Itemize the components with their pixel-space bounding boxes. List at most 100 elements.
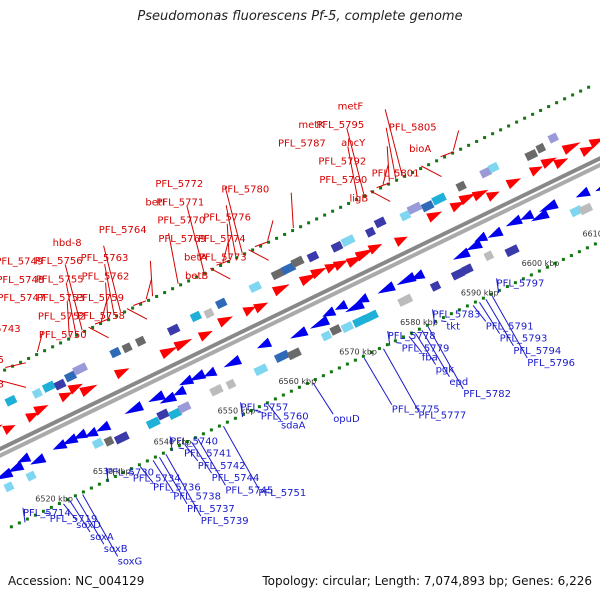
leader-line <box>126 308 148 320</box>
leader-line <box>165 453 202 517</box>
gene-arrow <box>2 425 16 435</box>
gene-label: PFL_5805 <box>389 123 437 134</box>
gene-arrow <box>7 460 25 473</box>
gene-label: tkt <box>446 322 460 333</box>
track-dot <box>179 283 183 287</box>
gene-arrow <box>520 209 535 220</box>
gene-label: PFL_5730 <box>106 467 154 478</box>
feature-block <box>273 349 290 363</box>
track-dot <box>499 128 503 132</box>
gene-label: PFL_5770 <box>157 216 205 227</box>
feature-block <box>167 407 183 421</box>
track-dot <box>123 310 127 314</box>
track-dot <box>289 389 293 393</box>
gene-arrow <box>79 384 98 397</box>
leader-line <box>225 205 237 256</box>
leader-line <box>63 503 77 521</box>
track-dot <box>513 281 517 285</box>
track-dot <box>185 440 189 444</box>
gene-label: fba <box>422 352 438 363</box>
feature-block <box>31 387 43 399</box>
gene-label: PFL_5771 <box>156 197 204 208</box>
feature-block <box>91 437 104 450</box>
gene-arrow <box>458 193 476 206</box>
feature-block <box>225 378 237 390</box>
leader-line <box>312 382 334 415</box>
track-dot <box>449 312 453 316</box>
leader-line <box>384 109 403 176</box>
leader-line <box>387 331 391 346</box>
leader-line <box>226 223 230 260</box>
track-dot <box>337 366 341 370</box>
track-dot <box>545 265 549 269</box>
leader-line <box>376 182 390 189</box>
gene-label: PFL_5795 <box>316 120 364 131</box>
leader-line <box>224 186 243 253</box>
track-dot <box>441 316 445 320</box>
track-dot <box>121 471 125 475</box>
track-dot <box>465 304 469 308</box>
track-dot <box>83 329 87 333</box>
gene-arrow <box>356 292 370 303</box>
leader-line <box>346 127 365 195</box>
track-dot <box>393 339 397 343</box>
gene-arrow <box>393 236 408 247</box>
feature-block <box>248 280 263 294</box>
feature-block <box>352 314 368 328</box>
feature-block <box>399 210 412 222</box>
leader-line <box>485 298 514 347</box>
leader-line <box>216 260 230 266</box>
track-dot <box>51 345 55 349</box>
kbp-tick-label: 6610 kbp <box>582 230 600 239</box>
gene-arrow <box>197 330 213 342</box>
feature-block <box>578 202 594 216</box>
gene-arrow <box>505 214 523 227</box>
track-dot <box>523 116 527 120</box>
gene-arrow <box>309 315 331 329</box>
gene-arrow <box>73 428 89 440</box>
gene-label: PFL_5801 <box>372 169 420 180</box>
feature-block <box>177 401 192 414</box>
feature-block <box>4 394 18 407</box>
gene-label: PFL_5719 <box>50 514 98 525</box>
gene-label: PFL_5737 <box>187 504 235 515</box>
track-dot <box>361 354 365 358</box>
gene-label: PFL_5775 <box>392 405 440 416</box>
feature-block <box>461 263 474 275</box>
feature-block <box>286 347 302 361</box>
leader-line <box>149 260 154 297</box>
gene-arrow <box>217 316 233 328</box>
gene-label: PFL_5796 <box>527 358 575 369</box>
leader-line <box>415 333 437 365</box>
track-dot <box>553 261 557 265</box>
gene-label: sdaA <box>281 421 306 432</box>
track-dot <box>129 467 133 471</box>
leader-line <box>145 279 152 300</box>
track-dot <box>249 409 253 413</box>
leader-line <box>479 302 501 334</box>
track-dot <box>145 459 149 463</box>
feature-block <box>373 216 387 229</box>
track-dot <box>473 300 477 304</box>
leader-line <box>440 151 454 158</box>
track-dot <box>419 167 423 171</box>
feature-block <box>524 148 539 162</box>
leader-line <box>169 436 173 452</box>
gene-arrow <box>539 199 559 213</box>
gene-label: PFL_5738 <box>173 492 221 503</box>
leader-line <box>396 342 402 344</box>
leader-line <box>75 497 105 545</box>
gene-label: PFL_5791 <box>486 321 534 332</box>
track-dot <box>73 494 77 498</box>
track-dot <box>33 513 37 517</box>
gene-arrow <box>84 426 99 438</box>
gene-label: betA <box>184 253 207 264</box>
kbp-tick-label: 6600 kbp <box>522 259 560 268</box>
feature-block <box>431 192 447 206</box>
track-dot <box>137 463 141 467</box>
track-dot <box>577 250 581 254</box>
track-dot <box>571 93 575 97</box>
track-dot <box>387 182 391 186</box>
feature-block <box>547 132 559 144</box>
